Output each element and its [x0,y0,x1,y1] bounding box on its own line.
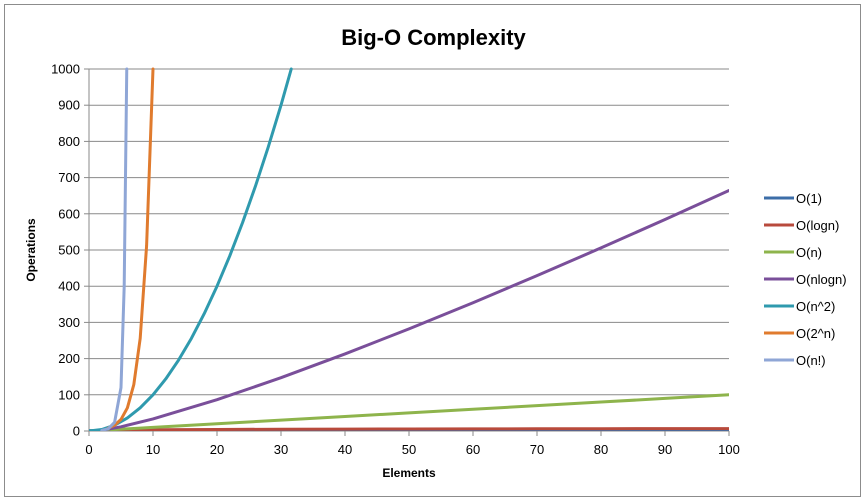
x-tick-label: 10 [146,442,160,457]
chart-frame: Big-O Complexity 0 100 200 300 400 500 600 700 8… [4,4,861,497]
x-tick-label: 100 [718,442,740,457]
y-tick-label: 500 [58,243,80,258]
x-tick-label: 20 [210,442,224,457]
series-line-2 [89,393,729,431]
legend-label: O(logn) [796,218,839,233]
x-tick-label: 30 [274,442,288,457]
y-tick-label: 1000 [51,62,80,77]
legend: O(1) O(logn) O(n) O(nlogn) O(n^2) O(2^n) O(n!) [764,191,847,368]
y-tick-label: 0 [73,424,80,439]
series-line-6 [100,67,129,431]
x-tick-label: 50 [402,442,416,457]
grid-lines [89,68,729,432]
y-tick-label: 300 [58,315,80,330]
legend-label: O(2^n) [796,326,835,341]
y-tick-label: 700 [58,170,80,185]
x-tick-label: 70 [530,442,544,457]
y-axis-title: Operations [24,218,38,282]
chart-title: Big-O Complexity [341,25,526,50]
legend-label: O(n) [796,245,822,260]
legend-label: O(nlogn) [796,272,847,287]
x-tick-label: 0 [85,442,92,457]
series-line-5 [106,67,155,430]
x-tick-label: 90 [658,442,672,457]
series-line-4 [89,67,293,431]
y-tick-label: 900 [58,98,80,113]
x-axis-title: Elements [382,466,436,480]
x-tick-label: 60 [466,442,480,457]
legend-label: O(n!) [796,353,826,368]
x-tick-label: 80 [594,442,608,457]
axes: 0 100 200 300 400 500 600 700 800 900 1000 0 10 20 30 4… [51,62,740,458]
legend-label: O(n^2) [796,299,835,314]
chart-svg: 0 100 200 300 400 500 600 700 800 900 1000 0 10 20 30 4… [24,62,847,481]
y-tick-label: 100 [58,387,80,402]
series-lines [89,67,729,431]
y-tick-label: 600 [58,206,80,221]
legend-label: O(1) [796,191,822,206]
y-tick-label: 200 [58,351,80,366]
y-tick-label: 400 [58,279,80,294]
y-tick-label: 800 [58,134,80,149]
series-line-3 [93,188,729,431]
x-tick-label: 40 [338,442,352,457]
